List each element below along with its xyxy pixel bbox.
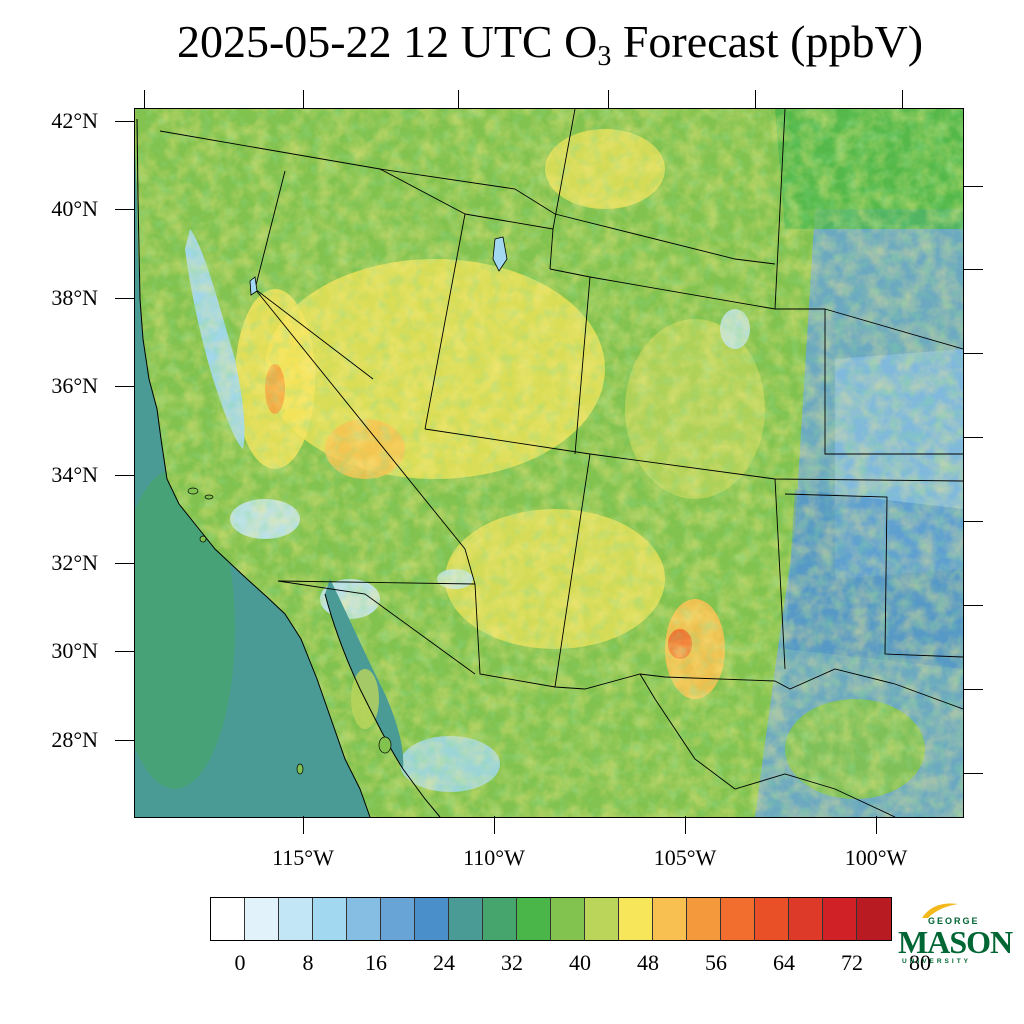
colorbar-swatch xyxy=(517,898,551,940)
lat-label: 42°N xyxy=(51,108,98,133)
right-tick xyxy=(963,437,983,438)
lat-label: 40°N xyxy=(51,196,98,222)
colorbar-swatch xyxy=(449,898,483,940)
colorbar-label: 24 xyxy=(433,950,455,975)
colorbar-label: 72 xyxy=(841,950,863,975)
right-tick xyxy=(963,689,983,690)
right-tick xyxy=(963,353,983,354)
logo-swoosh-icon xyxy=(922,903,958,918)
right-tick xyxy=(963,269,983,270)
lon-tick xyxy=(494,816,495,834)
colorbar-label: 40 xyxy=(569,950,591,975)
colorbar-label: 48 xyxy=(637,950,659,975)
top-tick xyxy=(902,90,903,108)
colorbar-swatch xyxy=(279,898,313,940)
colorbar-swatch xyxy=(721,898,755,940)
colorbar-swatch xyxy=(211,898,245,940)
lon-label: 115°W xyxy=(272,845,334,870)
right-tick xyxy=(963,186,983,187)
lat-tick xyxy=(115,563,135,564)
colorbar-label: 64 xyxy=(773,950,795,975)
lat-tick xyxy=(115,209,135,211)
lat-label: 32°N xyxy=(51,550,98,575)
right-tick xyxy=(963,521,983,522)
lat-label: 38°N xyxy=(51,284,98,310)
lat-tick xyxy=(115,297,135,299)
top-tick xyxy=(303,90,304,108)
lat-label: 36°N xyxy=(51,373,98,399)
lat-tick xyxy=(115,121,135,122)
top-tick xyxy=(144,90,145,108)
lon-label: 100°W xyxy=(844,845,908,870)
lat-label: 30°N xyxy=(51,638,98,664)
logo-mason: MASON xyxy=(898,924,1013,960)
lat-tick xyxy=(115,739,135,741)
colorbar-swatch xyxy=(755,898,789,940)
logo-university: UNIVERSITY xyxy=(902,958,972,965)
top-tick xyxy=(608,90,609,108)
lat-tick xyxy=(115,474,135,476)
colorbar-swatch xyxy=(313,898,347,940)
colorbar-swatch xyxy=(619,898,653,940)
gmu-logo: GEORGE MASON UNIVERSITY xyxy=(896,896,1013,968)
lat-tick xyxy=(115,651,135,653)
right-tick xyxy=(963,605,983,606)
lon-label: 110°W xyxy=(463,845,525,870)
logo-george: GEORGE xyxy=(928,916,980,926)
lon-tick xyxy=(303,816,304,834)
lat-label: 28°N xyxy=(51,726,98,752)
colorbar xyxy=(210,897,892,941)
colorbar-label: 32 xyxy=(501,950,523,975)
colorbar-swatch xyxy=(245,898,279,940)
colorbar-swatch xyxy=(585,898,619,940)
top-tick xyxy=(458,90,459,108)
colorbar-swatch xyxy=(551,898,585,940)
map-title: 2025-05-22 12 UTC O3 Forecast (ppbV) xyxy=(0,12,1024,87)
map-canvas xyxy=(135,109,963,817)
lat-label: 34°N xyxy=(51,461,98,487)
title-prefix: 2025-05-22 12 UTC O xyxy=(176,16,598,67)
colorbar-label: 56 xyxy=(705,950,727,975)
colorbar-swatch xyxy=(789,898,823,940)
lon-tick xyxy=(876,816,877,834)
colorbar-swatch xyxy=(823,898,857,940)
colorbar-label: 0 xyxy=(234,950,246,975)
title-subscript: 3 xyxy=(597,41,612,72)
top-tick xyxy=(755,90,756,108)
lon-label: 105°W xyxy=(653,845,717,870)
colorbar-swatch xyxy=(857,898,891,940)
colorbar-label: 16 xyxy=(365,950,387,975)
ozone-forecast-map xyxy=(134,108,964,818)
title-suffix: Forecast (ppbV) xyxy=(611,16,924,67)
colorbar-swatch xyxy=(381,898,415,940)
right-tick xyxy=(963,773,983,774)
colorbar-swatch xyxy=(687,898,721,940)
colorbar-swatch xyxy=(483,898,517,940)
lon-tick xyxy=(685,816,686,834)
colorbar-swatch xyxy=(415,898,449,940)
lat-tick xyxy=(115,386,135,388)
colorbar-swatch xyxy=(653,898,687,940)
colorbar-label: 8 xyxy=(302,950,314,975)
colorbar-swatch xyxy=(347,898,381,940)
colorbar-label: 80 xyxy=(909,950,931,975)
